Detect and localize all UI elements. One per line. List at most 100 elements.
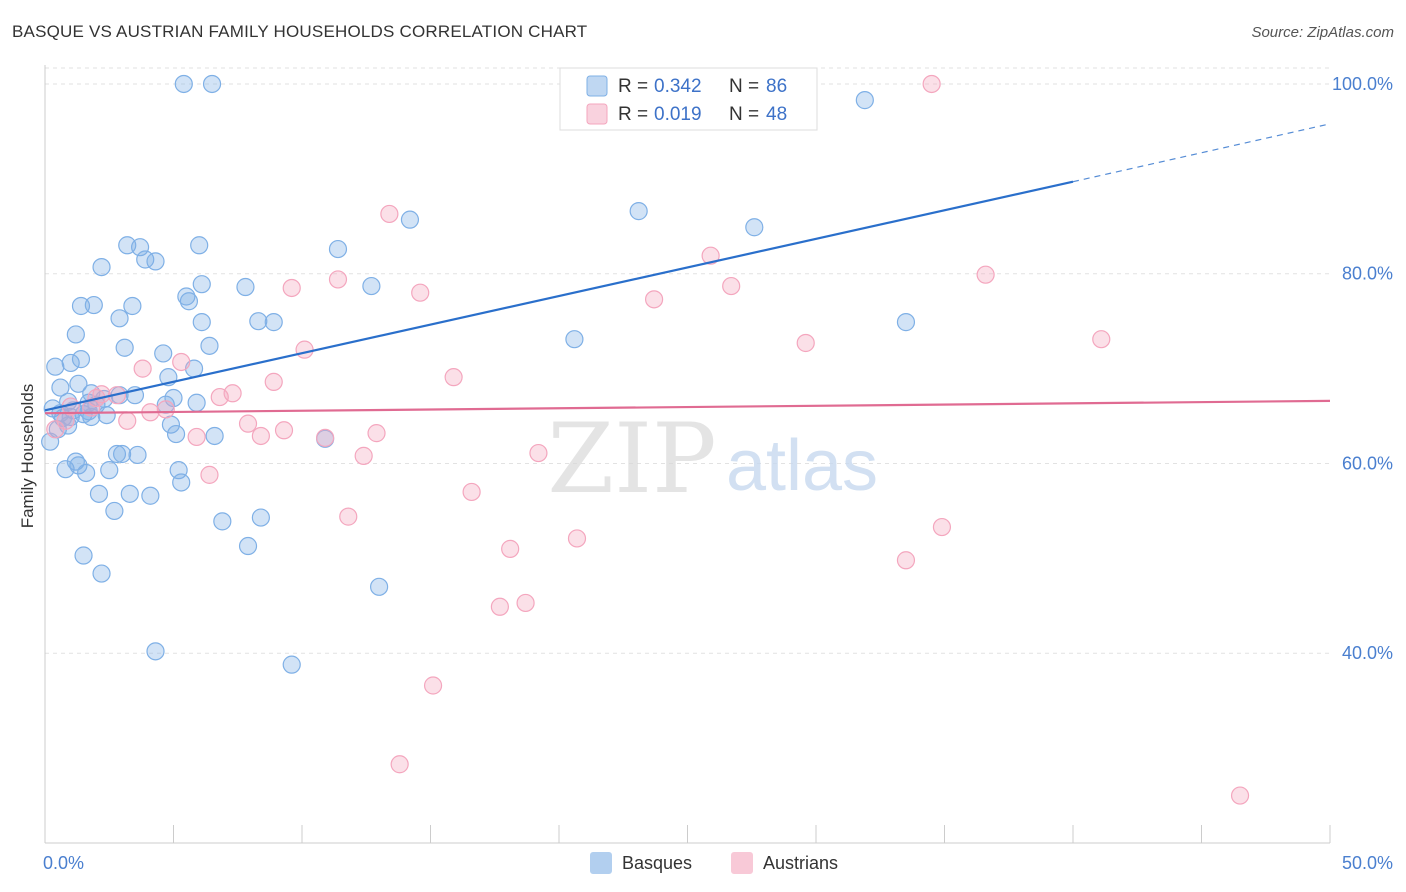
axes bbox=[44, 65, 1331, 844]
point-austrians-39 bbox=[796, 333, 815, 353]
watermark-atlas: atlas bbox=[726, 426, 878, 506]
point-austrians-28 bbox=[423, 676, 443, 695]
point-austrians-41 bbox=[922, 74, 941, 94]
point-basques-33 bbox=[115, 338, 134, 357]
point-basques-84 bbox=[112, 444, 132, 464]
point-basques-60 bbox=[202, 74, 222, 94]
point-austrians-46 bbox=[390, 755, 409, 774]
legend-top: R = 0.342 N = 86 R = 0.019 N = 48 bbox=[559, 67, 818, 131]
trend-lines bbox=[44, 123, 1331, 415]
point-austrians-40 bbox=[896, 551, 916, 570]
point-basques-55 bbox=[187, 393, 206, 412]
legend-r-value-basques: 0.342 bbox=[654, 76, 702, 97]
point-basques-24 bbox=[89, 484, 109, 503]
legend-swatch-basques bbox=[590, 852, 612, 874]
point-austrians-38 bbox=[722, 276, 741, 296]
point-austrians-26 bbox=[380, 204, 399, 224]
point-basques-28 bbox=[100, 461, 119, 480]
point-basques-75 bbox=[629, 202, 648, 221]
point-basques-37 bbox=[128, 445, 147, 465]
point-austrians-36 bbox=[644, 290, 664, 309]
point-basques-61 bbox=[205, 426, 224, 446]
point-basques-56 bbox=[190, 236, 209, 255]
point-austrians-19 bbox=[282, 278, 301, 298]
legend-r-label-basques: R = bbox=[618, 76, 648, 97]
point-basques-59 bbox=[200, 336, 219, 355]
point-austrians-33 bbox=[516, 593, 535, 613]
point-basques-25 bbox=[92, 564, 111, 583]
trend-line-basques bbox=[44, 180, 1074, 412]
point-basques-22 bbox=[84, 295, 103, 315]
point-austrians-23 bbox=[339, 507, 358, 526]
point-austrians-21 bbox=[316, 428, 335, 447]
point-basques-36 bbox=[123, 296, 142, 316]
legend-top-swatch-austrians bbox=[586, 103, 608, 125]
legend-r-label-austrians: R = bbox=[618, 104, 648, 125]
point-austrians-42 bbox=[932, 517, 952, 537]
point-austrians-15 bbox=[238, 414, 258, 433]
point-basques-50 bbox=[172, 473, 191, 492]
legend-label-basques: Basques bbox=[622, 852, 693, 873]
point-basques-8 bbox=[61, 353, 80, 373]
y-tick-label-3: 100.0% bbox=[1332, 74, 1393, 94]
point-basques-40 bbox=[141, 486, 160, 505]
point-basques-53 bbox=[179, 292, 199, 311]
point-basques-13 bbox=[69, 374, 88, 393]
point-austrians-17 bbox=[264, 372, 283, 391]
point-basques-76 bbox=[745, 218, 764, 237]
legend-n-value-austrians: 48 bbox=[766, 104, 787, 125]
point-basques-73 bbox=[400, 210, 420, 229]
point-basques-63 bbox=[236, 277, 255, 297]
point-basques-42 bbox=[146, 642, 165, 661]
point-austrians-45 bbox=[1230, 786, 1250, 805]
legend-item-austrians: Austrians bbox=[731, 852, 838, 874]
point-austrians-44 bbox=[1092, 330, 1111, 349]
tick-labels: 40.0% 60.0% 80.0% 100.0% 0.0% 50.0% bbox=[43, 74, 1393, 873]
point-austrians-24 bbox=[354, 446, 373, 465]
point-basques-3 bbox=[46, 357, 65, 376]
x-tick-label-0: 0.0% bbox=[43, 853, 84, 873]
trend-line-austrians bbox=[44, 399, 1331, 415]
legend-label-austrians: Austrians bbox=[763, 852, 839, 873]
point-basques-62 bbox=[213, 512, 232, 531]
point-austrians-16 bbox=[251, 426, 270, 446]
data-points bbox=[41, 74, 1250, 805]
point-austrians-34 bbox=[529, 443, 548, 463]
point-basques-52 bbox=[177, 287, 196, 306]
point-basques-68 bbox=[282, 655, 301, 674]
point-basques-17 bbox=[74, 546, 93, 565]
legend-n-value-basques: 86 bbox=[766, 76, 787, 97]
point-austrians-35 bbox=[567, 529, 587, 548]
point-basques-10 bbox=[66, 325, 85, 344]
point-austrians-6 bbox=[118, 411, 137, 430]
point-basques-31 bbox=[110, 309, 129, 328]
chart-source: Source: ZipAtlas.com bbox=[1251, 24, 1394, 41]
point-basques-30 bbox=[107, 444, 127, 464]
point-basques-35 bbox=[120, 484, 139, 503]
point-austrians-7 bbox=[133, 359, 152, 378]
point-austrians-25 bbox=[367, 424, 386, 443]
legend-swatch-austrians bbox=[731, 852, 753, 874]
point-austrians-32 bbox=[501, 539, 520, 558]
point-basques-29 bbox=[105, 501, 124, 521]
point-austrians-37 bbox=[701, 246, 720, 265]
legend-bottom: Basques Austrians bbox=[0, 852, 1406, 878]
point-austrians-31 bbox=[490, 597, 509, 616]
point-basques-14 bbox=[71, 350, 91, 369]
point-basques-27 bbox=[97, 406, 116, 425]
legend-n-label-basques: N = bbox=[729, 76, 759, 97]
point-basques-18 bbox=[77, 463, 96, 483]
legend-top-swatch-basques bbox=[586, 75, 608, 97]
x-tick-label-1: 50.0% bbox=[1342, 853, 1393, 873]
point-basques-78 bbox=[896, 313, 916, 332]
grid-lines bbox=[45, 67, 1330, 654]
point-basques-66 bbox=[251, 508, 270, 527]
chart-title: BASQUE VS AUSTRIAN FAMILY HOUSEHOLDS COR… bbox=[12, 22, 588, 41]
point-austrians-20 bbox=[295, 340, 314, 359]
point-austrians-14 bbox=[223, 384, 242, 403]
point-austrians-29 bbox=[444, 368, 463, 387]
y-axis-label: Family Households bbox=[18, 384, 37, 529]
point-basques-74 bbox=[565, 330, 584, 349]
point-basques-58 bbox=[192, 313, 211, 332]
